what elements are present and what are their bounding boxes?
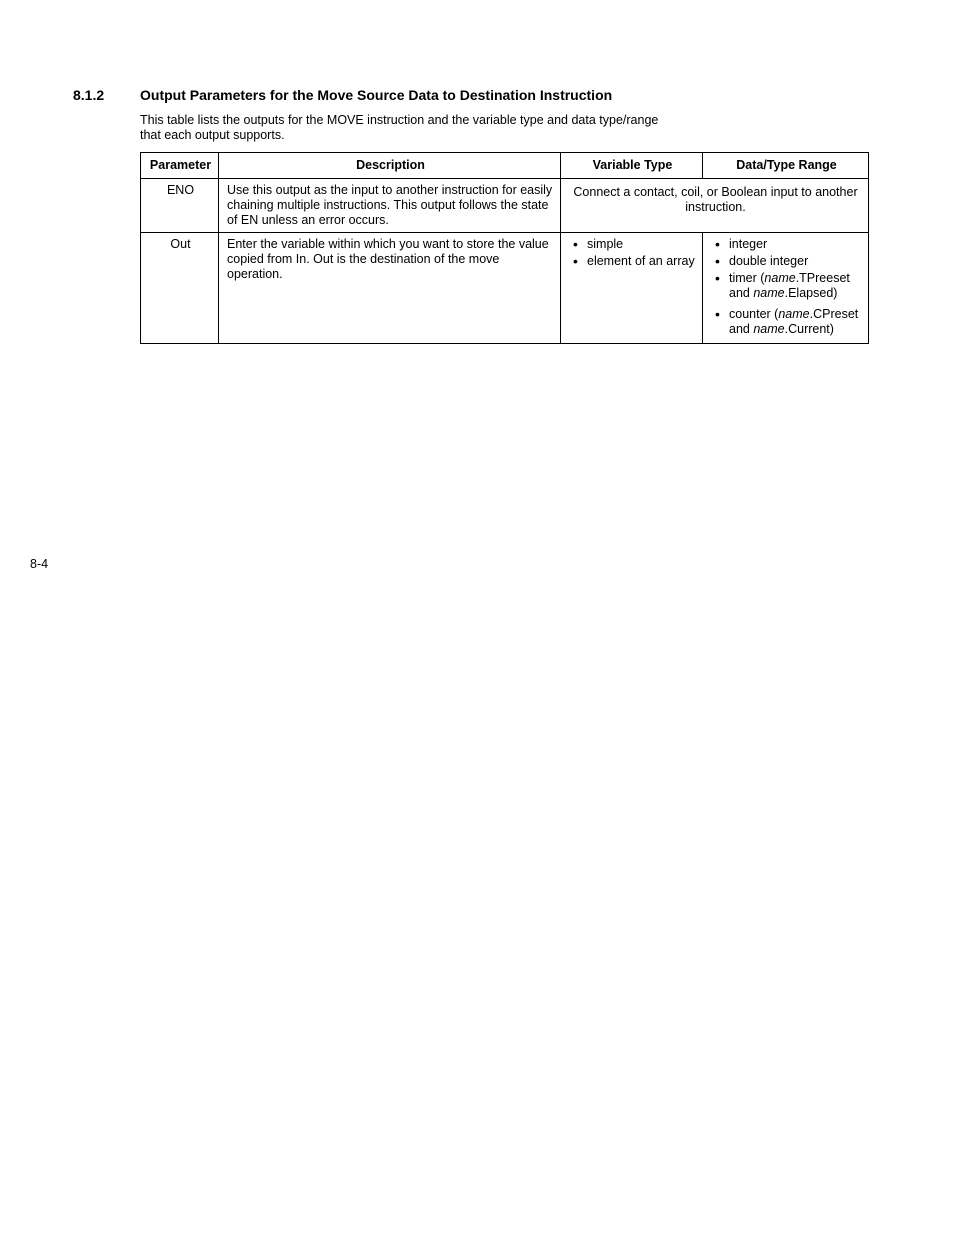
section-number: 8.1.2 [73,87,104,103]
list-item: integer [711,237,862,252]
var-type-list: simple element of an array [569,237,696,269]
table-row: Out Enter the variable within which you … [141,233,869,344]
cell-eno-param: ENO [141,179,219,233]
cell-out-range: integer double integer timer (name.TPree… [703,233,869,344]
intro-paragraph: This table lists the outputs for the MOV… [140,113,660,143]
cell-eno-spanned: Connect a contact, coil, or Boolean inpu… [561,179,869,233]
range-list: integer double integer timer (name.TPree… [711,237,862,337]
parameters-table: Parameter Description Variable Type Data… [140,152,869,344]
th-parameter: Parameter [141,153,219,179]
section-heading: Output Parameters for the Move Source Da… [140,87,612,103]
cell-out-desc: Enter the variable within which you want… [219,233,561,344]
table-header-row: Parameter Description Variable Type Data… [141,153,869,179]
cell-out-param: Out [141,233,219,344]
parameters-table-container: Parameter Description Variable Type Data… [140,152,868,344]
table-row: ENO Use this output as the input to anot… [141,179,869,233]
th-data-type-range: Data/Type Range [703,153,869,179]
list-item: timer (name.TPreeset and name.Elapsed) [711,271,862,301]
cell-eno-desc: Use this output as the input to another … [219,179,561,233]
th-description: Description [219,153,561,179]
page-root: 8.1.2 Output Parameters for the Move Sou… [0,0,954,1235]
list-item: counter (name.CPreset and name.Current) [711,307,862,337]
list-item: simple [569,237,696,252]
list-item: double integer [711,254,862,269]
list-item: element of an array [569,254,696,269]
cell-out-vartype: simple element of an array [561,233,703,344]
th-variable-type: Variable Type [561,153,703,179]
page-number: 8-4 [30,557,48,571]
